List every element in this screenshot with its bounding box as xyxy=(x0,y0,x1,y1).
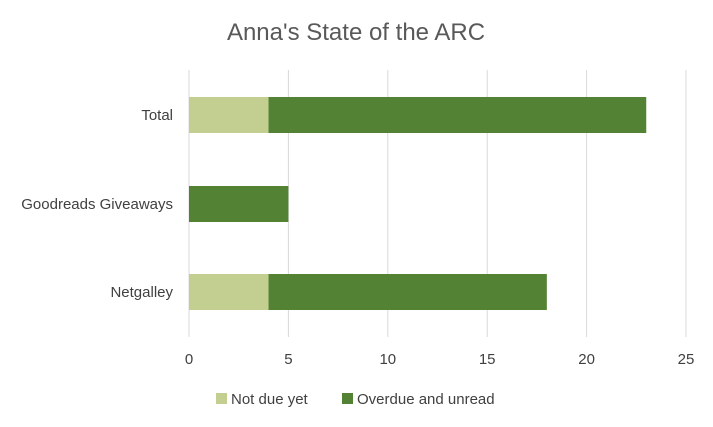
bar-netgalley-series-0 xyxy=(189,274,269,310)
legend-label: Overdue and unread xyxy=(357,391,495,408)
category-label: Goodreads Giveaways xyxy=(21,196,173,213)
legend-swatch xyxy=(342,393,353,404)
x-tick-label: 10 xyxy=(379,351,396,368)
category-label: Total xyxy=(141,107,173,124)
bars xyxy=(189,97,647,310)
legend-label: Not due yet xyxy=(231,391,309,408)
x-tick-label: 25 xyxy=(678,351,695,368)
chart-title: Anna's State of the ARC xyxy=(227,19,485,46)
x-tick-labels: 0 5 10 15 20 25 xyxy=(185,351,695,368)
x-tick-label: 5 xyxy=(284,351,292,368)
bar-netgalley-series-1 xyxy=(268,274,547,310)
x-tick-label: 0 xyxy=(185,351,193,368)
x-tick-label: 15 xyxy=(479,351,496,368)
category-label: Netgalley xyxy=(110,284,173,301)
bar-goodreads-giveaways-series-1 xyxy=(189,186,289,222)
bar-total-series-0 xyxy=(189,97,269,133)
x-tick-label: 20 xyxy=(578,351,595,368)
bar-total-series-1 xyxy=(268,97,647,133)
category-labels: Total Goodreads Giveaways Netgalley xyxy=(21,107,173,301)
legend: Not due yet Overdue and unread xyxy=(216,391,495,408)
legend-swatch xyxy=(216,393,227,404)
